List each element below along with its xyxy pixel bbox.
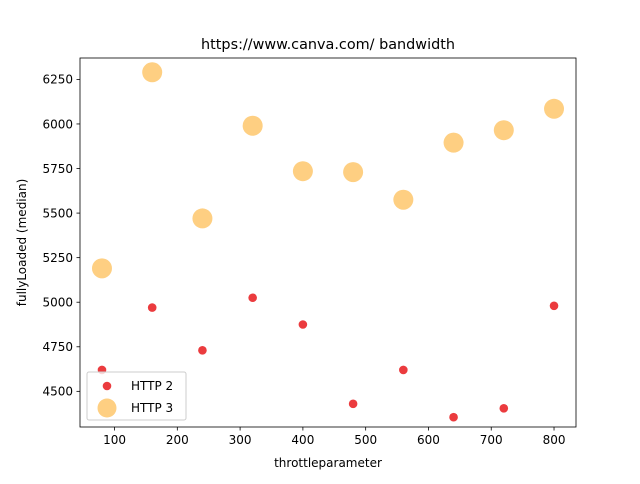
y-tick-label: 6000 — [42, 117, 73, 131]
legend-marker-http3 — [97, 398, 117, 418]
legend: HTTP 2 HTTP 3 — [86, 371, 187, 421]
point-http2 — [198, 346, 207, 355]
point-http2 — [549, 301, 559, 311]
x-tick-label: 700 — [480, 433, 503, 447]
point-http3 — [544, 98, 565, 119]
y-tick-label: 4500 — [42, 385, 73, 399]
y-tick-label: 5750 — [42, 162, 73, 176]
point-http2 — [348, 399, 358, 409]
point-http3 — [393, 189, 414, 210]
legend-label-http2: HTTP 2 — [131, 379, 173, 393]
point-http2 — [399, 365, 408, 375]
y-axis-label: fullyLoaded (median) — [15, 179, 29, 307]
y-tick-label: 5250 — [42, 251, 73, 265]
point-http2 — [449, 412, 458, 422]
x-tick-label: 300 — [229, 433, 252, 447]
point-http3 — [192, 208, 213, 229]
x-tick-label: 400 — [291, 433, 314, 447]
plot-area-frame — [79, 57, 577, 428]
point-http2 — [298, 320, 308, 329]
chart-title: https://www.canva.com/ bandwidth — [201, 37, 455, 53]
y-tick-label: 4750 — [42, 340, 73, 354]
x-tick-label: 600 — [417, 433, 440, 447]
point-http3 — [242, 115, 263, 136]
y-axis: 4500 4750 5000 5250 5500 5750 6000 6250 — [42, 73, 80, 399]
point-http2 — [147, 303, 157, 312]
x-axis-label: throttleparameter — [274, 456, 382, 470]
point-http3 — [91, 258, 112, 279]
y-tick-label: 5000 — [42, 296, 73, 310]
x-tick-label: 100 — [103, 433, 126, 447]
point-http2 — [248, 293, 257, 303]
x-tick-label: 500 — [354, 433, 377, 447]
point-http2 — [499, 403, 509, 413]
legend-marker-http2 — [102, 381, 112, 391]
point-http3 — [142, 62, 163, 83]
point-http3 — [292, 161, 313, 182]
point-http3 — [443, 132, 464, 153]
y-tick-label: 5500 — [42, 206, 73, 220]
y-tick-label: 6250 — [42, 73, 73, 87]
x-tick-label: 800 — [543, 433, 566, 447]
point-http3 — [343, 162, 364, 183]
point-http3 — [493, 120, 514, 141]
x-tick-label: 200 — [166, 433, 189, 447]
legend-label-http3: HTTP 3 — [131, 401, 173, 415]
x-axis: 100 200 300 400 500 600 700 800 — [103, 427, 565, 447]
